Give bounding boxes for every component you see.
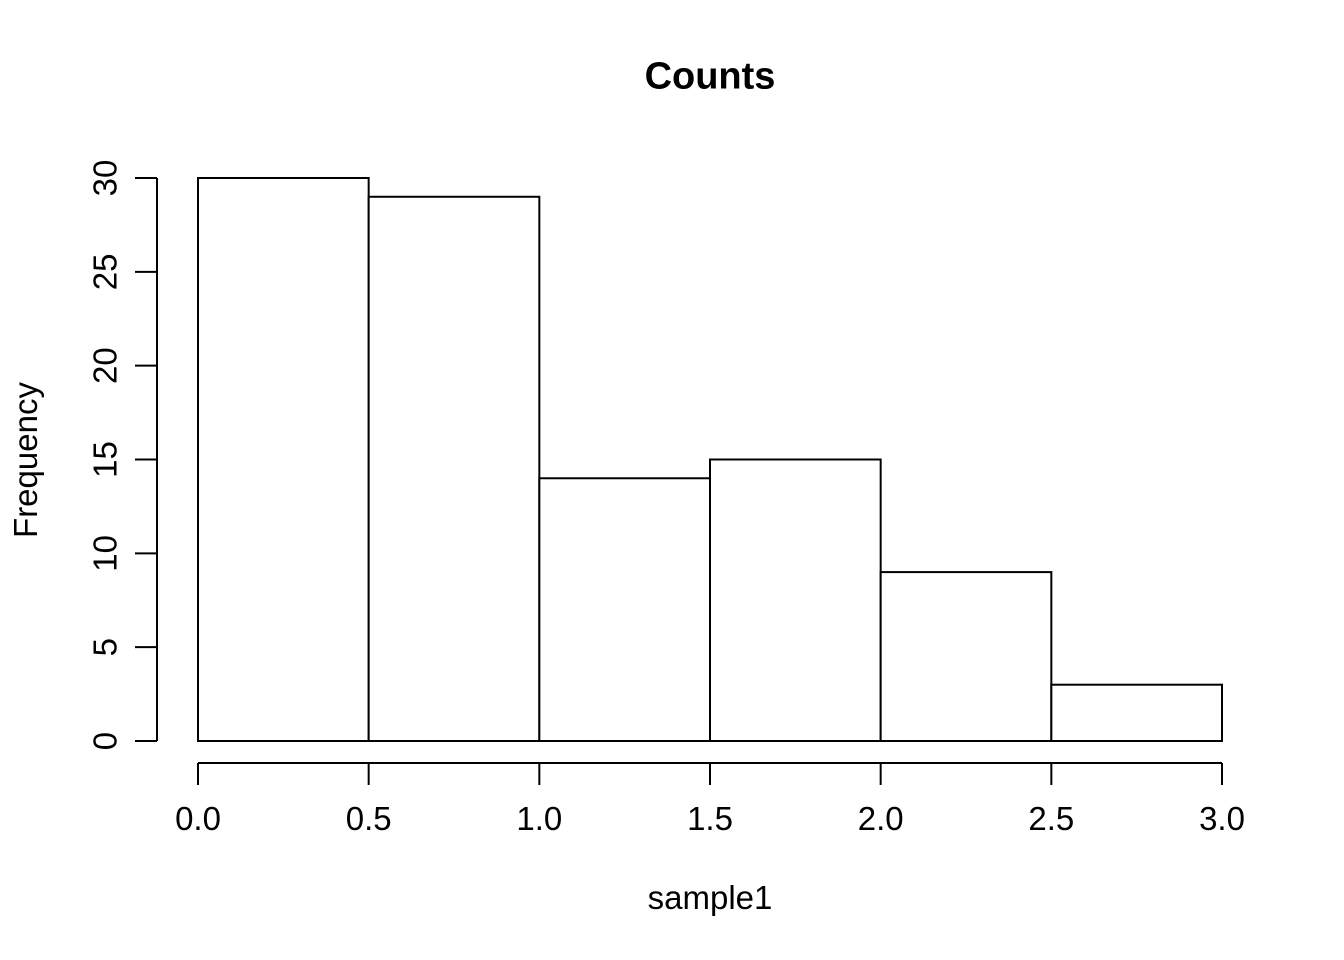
x-axis-tick-label: 2.5 bbox=[1028, 800, 1074, 837]
x-axis-tick-label: 0.5 bbox=[346, 800, 392, 837]
y-axis-tick-label: 0 bbox=[87, 732, 124, 750]
x-axis-tick-label: 0.0 bbox=[175, 800, 221, 837]
y-axis-title: Frequency bbox=[7, 382, 44, 538]
y-axis-tick-label: 5 bbox=[87, 638, 124, 656]
histogram-bar bbox=[197, 177, 370, 742]
y-axis-tick-label: 10 bbox=[87, 535, 124, 572]
histogram-bar bbox=[367, 195, 541, 742]
y-axis-tick-label: 15 bbox=[87, 441, 124, 478]
x-axis-tick-label: 3.0 bbox=[1199, 800, 1245, 837]
y-axis-tick-label: 25 bbox=[87, 253, 124, 290]
x-axis-tick-label: 1.5 bbox=[687, 800, 733, 837]
histogram-bar bbox=[879, 571, 1053, 742]
chart-title: Counts bbox=[644, 55, 776, 98]
x-axis-tick-label: 1.0 bbox=[516, 800, 562, 837]
y-axis-tick-label: 20 bbox=[87, 347, 124, 384]
histogram-bar bbox=[1050, 683, 1224, 743]
y-axis-tick-label: 30 bbox=[87, 160, 124, 197]
x-axis-title: sample1 bbox=[647, 879, 773, 916]
histogram-bar bbox=[538, 477, 711, 742]
histogram-bar bbox=[709, 458, 882, 742]
x-axis-tick-label: 2.0 bbox=[858, 800, 904, 837]
